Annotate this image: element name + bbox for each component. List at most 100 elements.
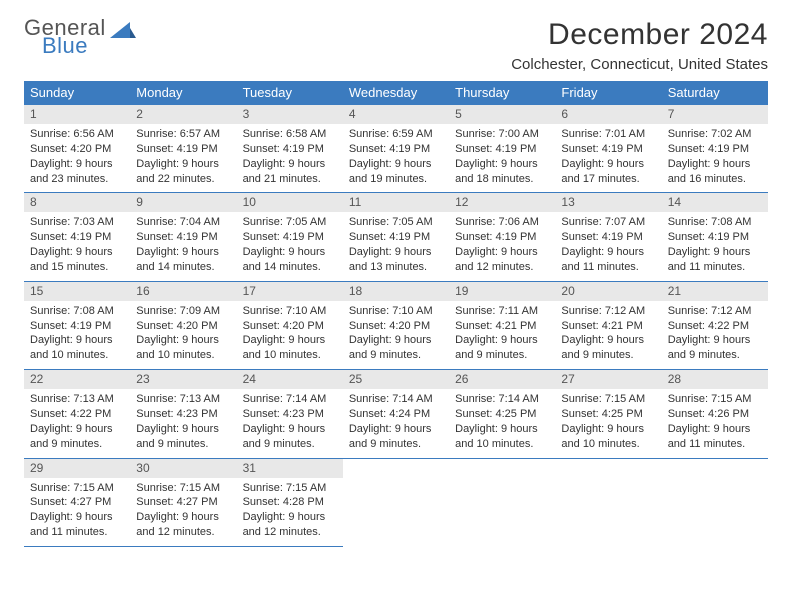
day-body: Sunrise: 6:56 AMSunset: 4:20 PMDaylight:… bbox=[24, 124, 130, 192]
sunrise-text: Sunrise: 7:02 AM bbox=[668, 127, 762, 142]
daylight-text: Daylight: 9 hours and 12 minutes. bbox=[455, 245, 549, 275]
date-number: 29 bbox=[24, 459, 130, 478]
day-body: Sunrise: 7:14 AMSunset: 4:23 PMDaylight:… bbox=[237, 389, 343, 457]
day-cell: 2Sunrise: 6:57 AMSunset: 4:19 PMDaylight… bbox=[130, 105, 236, 192]
sunrise-text: Sunrise: 7:14 AM bbox=[455, 392, 549, 407]
daylight-text: Daylight: 9 hours and 9 minutes. bbox=[455, 333, 549, 363]
date-number: 3 bbox=[237, 105, 343, 124]
date-number: 16 bbox=[130, 282, 236, 301]
day-body: Sunrise: 7:15 AMSunset: 4:25 PMDaylight:… bbox=[555, 389, 661, 457]
daylight-text: Daylight: 9 hours and 19 minutes. bbox=[349, 157, 443, 187]
daylight-text: Daylight: 9 hours and 11 minutes. bbox=[668, 245, 762, 275]
daylight-text: Daylight: 9 hours and 21 minutes. bbox=[243, 157, 337, 187]
daylight-text: Daylight: 9 hours and 14 minutes. bbox=[243, 245, 337, 275]
daylight-text: Daylight: 9 hours and 23 minutes. bbox=[30, 157, 124, 187]
day-cell: 13Sunrise: 7:07 AMSunset: 4:19 PMDayligh… bbox=[555, 193, 661, 280]
day-body: Sunrise: 7:14 AMSunset: 4:25 PMDaylight:… bbox=[449, 389, 555, 457]
day-cell: 5Sunrise: 7:00 AMSunset: 4:19 PMDaylight… bbox=[449, 105, 555, 192]
sunset-text: Sunset: 4:26 PM bbox=[668, 407, 762, 422]
sunrise-text: Sunrise: 7:15 AM bbox=[668, 392, 762, 407]
day-body: Sunrise: 7:13 AMSunset: 4:22 PMDaylight:… bbox=[24, 389, 130, 457]
day-body: Sunrise: 7:10 AMSunset: 4:20 PMDaylight:… bbox=[237, 301, 343, 369]
week-row: 1Sunrise: 6:56 AMSunset: 4:20 PMDaylight… bbox=[24, 105, 768, 193]
day-cell: 26Sunrise: 7:14 AMSunset: 4:25 PMDayligh… bbox=[449, 370, 555, 457]
weekday-header-row: SundayMondayTuesdayWednesdayThursdayFrid… bbox=[24, 81, 768, 105]
day-cell: 1Sunrise: 6:56 AMSunset: 4:20 PMDaylight… bbox=[24, 105, 130, 192]
sunset-text: Sunset: 4:19 PM bbox=[349, 230, 443, 245]
day-cell bbox=[662, 459, 768, 547]
sunrise-text: Sunrise: 7:12 AM bbox=[561, 304, 655, 319]
day-body: Sunrise: 7:01 AMSunset: 4:19 PMDaylight:… bbox=[555, 124, 661, 192]
sunrise-text: Sunrise: 7:12 AM bbox=[668, 304, 762, 319]
date-number: 19 bbox=[449, 282, 555, 301]
daylight-text: Daylight: 9 hours and 22 minutes. bbox=[136, 157, 230, 187]
sunset-text: Sunset: 4:25 PM bbox=[455, 407, 549, 422]
sunset-text: Sunset: 4:19 PM bbox=[30, 230, 124, 245]
date-number: 7 bbox=[662, 105, 768, 124]
date-number: 23 bbox=[130, 370, 236, 389]
sunset-text: Sunset: 4:19 PM bbox=[561, 142, 655, 157]
day-body: Sunrise: 7:15 AMSunset: 4:28 PMDaylight:… bbox=[237, 478, 343, 546]
daylight-text: Daylight: 9 hours and 9 minutes. bbox=[243, 422, 337, 452]
logo-triangle-icon bbox=[110, 22, 136, 43]
date-number: 14 bbox=[662, 193, 768, 212]
day-body: Sunrise: 7:13 AMSunset: 4:23 PMDaylight:… bbox=[130, 389, 236, 457]
title-block: December 2024 Colchester, Connecticut, U… bbox=[511, 18, 768, 73]
sunset-text: Sunset: 4:19 PM bbox=[455, 230, 549, 245]
date-number: 13 bbox=[555, 193, 661, 212]
weekday-header: Friday bbox=[555, 81, 661, 105]
sunset-text: Sunset: 4:19 PM bbox=[136, 142, 230, 157]
sunrise-text: Sunrise: 7:10 AM bbox=[349, 304, 443, 319]
daylight-text: Daylight: 9 hours and 10 minutes. bbox=[136, 333, 230, 363]
sunset-text: Sunset: 4:19 PM bbox=[30, 319, 124, 334]
day-cell: 30Sunrise: 7:15 AMSunset: 4:27 PMDayligh… bbox=[130, 459, 236, 547]
daylight-text: Daylight: 9 hours and 10 minutes. bbox=[561, 422, 655, 452]
sunrise-text: Sunrise: 6:58 AM bbox=[243, 127, 337, 142]
day-body: Sunrise: 7:07 AMSunset: 4:19 PMDaylight:… bbox=[555, 212, 661, 280]
sunset-text: Sunset: 4:19 PM bbox=[349, 142, 443, 157]
daylight-text: Daylight: 9 hours and 11 minutes. bbox=[561, 245, 655, 275]
day-body: Sunrise: 7:04 AMSunset: 4:19 PMDaylight:… bbox=[130, 212, 236, 280]
daylight-text: Daylight: 9 hours and 11 minutes. bbox=[668, 422, 762, 452]
day-cell: 16Sunrise: 7:09 AMSunset: 4:20 PMDayligh… bbox=[130, 282, 236, 369]
month-title: December 2024 bbox=[511, 18, 768, 52]
date-number: 31 bbox=[237, 459, 343, 478]
sunrise-text: Sunrise: 7:08 AM bbox=[668, 215, 762, 230]
sunrise-text: Sunrise: 7:15 AM bbox=[243, 481, 337, 496]
day-cell: 20Sunrise: 7:12 AMSunset: 4:21 PMDayligh… bbox=[555, 282, 661, 369]
sunrise-text: Sunrise: 7:14 AM bbox=[243, 392, 337, 407]
sunrise-text: Sunrise: 7:01 AM bbox=[561, 127, 655, 142]
weekday-header: Wednesday bbox=[343, 81, 449, 105]
sunrise-text: Sunrise: 7:15 AM bbox=[561, 392, 655, 407]
day-cell bbox=[555, 459, 661, 547]
day-body: Sunrise: 7:11 AMSunset: 4:21 PMDaylight:… bbox=[449, 301, 555, 369]
day-cell: 8Sunrise: 7:03 AMSunset: 4:19 PMDaylight… bbox=[24, 193, 130, 280]
day-body: Sunrise: 6:57 AMSunset: 4:19 PMDaylight:… bbox=[130, 124, 236, 192]
day-body: Sunrise: 7:08 AMSunset: 4:19 PMDaylight:… bbox=[24, 301, 130, 369]
daylight-text: Daylight: 9 hours and 9 minutes. bbox=[349, 333, 443, 363]
sunset-text: Sunset: 4:23 PM bbox=[136, 407, 230, 422]
date-number: 18 bbox=[343, 282, 449, 301]
sunrise-text: Sunrise: 7:07 AM bbox=[561, 215, 655, 230]
date-number: 1 bbox=[24, 105, 130, 124]
daylight-text: Daylight: 9 hours and 10 minutes. bbox=[243, 333, 337, 363]
sunset-text: Sunset: 4:19 PM bbox=[136, 230, 230, 245]
date-number: 5 bbox=[449, 105, 555, 124]
day-cell: 14Sunrise: 7:08 AMSunset: 4:19 PMDayligh… bbox=[662, 193, 768, 280]
sunset-text: Sunset: 4:19 PM bbox=[668, 142, 762, 157]
weekday-header: Sunday bbox=[24, 81, 130, 105]
date-number: 28 bbox=[662, 370, 768, 389]
day-cell: 24Sunrise: 7:14 AMSunset: 4:23 PMDayligh… bbox=[237, 370, 343, 457]
day-body: Sunrise: 7:05 AMSunset: 4:19 PMDaylight:… bbox=[343, 212, 449, 280]
day-body: Sunrise: 7:10 AMSunset: 4:20 PMDaylight:… bbox=[343, 301, 449, 369]
logo-word-blue: Blue bbox=[42, 36, 106, 56]
day-cell: 9Sunrise: 7:04 AMSunset: 4:19 PMDaylight… bbox=[130, 193, 236, 280]
sunset-text: Sunset: 4:19 PM bbox=[455, 142, 549, 157]
sunset-text: Sunset: 4:25 PM bbox=[561, 407, 655, 422]
sunset-text: Sunset: 4:20 PM bbox=[30, 142, 124, 157]
sunrise-text: Sunrise: 6:59 AM bbox=[349, 127, 443, 142]
date-number: 21 bbox=[662, 282, 768, 301]
day-cell: 10Sunrise: 7:05 AMSunset: 4:19 PMDayligh… bbox=[237, 193, 343, 280]
week-row: 8Sunrise: 7:03 AMSunset: 4:19 PMDaylight… bbox=[24, 193, 768, 281]
week-row: 29Sunrise: 7:15 AMSunset: 4:27 PMDayligh… bbox=[24, 459, 768, 547]
